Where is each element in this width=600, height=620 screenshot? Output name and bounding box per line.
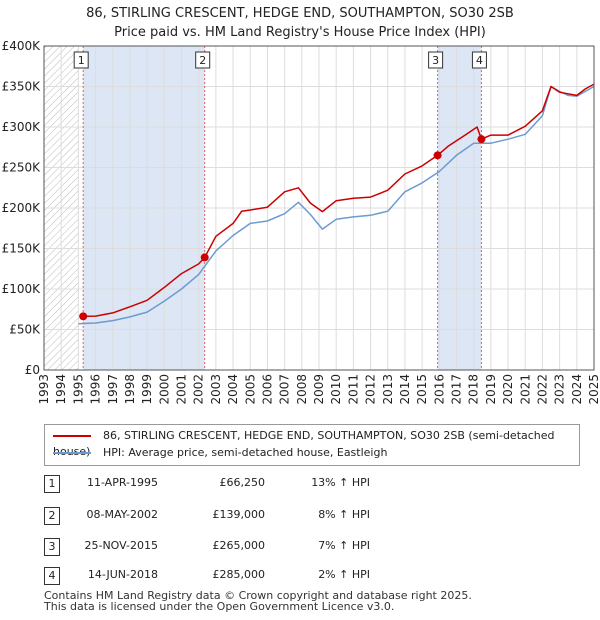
grid-lines — [43, 45, 595, 371]
transaction-label-box — [195, 51, 211, 69]
transaction-hpi-diff: 13% ↑ HPI — [311, 476, 370, 489]
transaction-number-badge: 2 — [44, 507, 60, 525]
x-tick-label: 2019 — [484, 374, 498, 405]
x-tick-label: 2012 — [364, 374, 378, 405]
legend-item-hpi: HPI: Average price, semi-detached house,… — [53, 445, 387, 461]
x-tick-label: 2000 — [157, 374, 171, 405]
transaction-hpi-diff: 7% ↑ HPI — [318, 539, 370, 552]
transaction-hpi-diff: 2% ↑ HPI — [318, 568, 370, 581]
transaction-point — [200, 253, 209, 262]
legend-item-property: 86, STIRLING CRESCENT, HEDGE END, SOUTHA… — [53, 428, 579, 458]
x-tick-label: 2010 — [329, 374, 343, 405]
transaction-hpi-diff: 8% ↑ HPI — [318, 508, 370, 521]
x-tick-label: 2009 — [312, 374, 326, 405]
transaction-date: 08-MAY-2002 — [86, 508, 158, 521]
y-tick-label: £350K — [2, 80, 42, 94]
x-tick-label: 2024 — [570, 374, 584, 405]
x-tick-label: 2021 — [518, 374, 532, 405]
x-tick-label: 2014 — [398, 374, 412, 405]
x-tick-label: 2011 — [346, 374, 360, 405]
transaction-label-number: 1 — [78, 54, 85, 67]
x-tick-label: 2001 — [175, 374, 189, 405]
transaction-number-badge: 1 — [44, 475, 60, 493]
chart-svg: £0 £50K £100K £150K £200K £250K £300K £350K £400… — [2, 39, 600, 405]
x-tick-label: 2002 — [192, 374, 206, 405]
legend-label-property: 86, STIRLING CRESCENT, HEDGE END, SOUTHA… — [53, 429, 555, 458]
x-tick-label: 1997 — [106, 374, 120, 405]
transaction-label-box — [471, 51, 487, 69]
legend: 86, STIRLING CRESCENT, HEDGE END, SOUTHA… — [44, 424, 580, 466]
x-tick-label: 2017 — [450, 374, 464, 405]
x-tick-label: 2013 — [381, 374, 395, 405]
transaction-point — [433, 151, 442, 160]
y-tick-label: £200K — [2, 201, 42, 215]
y-tick-label: £50K — [9, 323, 41, 337]
x-tick-label: 2005 — [243, 374, 257, 405]
x-tick-label: 1996 — [89, 374, 103, 405]
x-tick-label: 2022 — [535, 374, 549, 405]
chart-title-line2: Price paid vs. HM Land Registry's House … — [114, 25, 486, 40]
transaction-price: £265,000 — [212, 539, 266, 552]
transaction-number-badge: 3 — [44, 538, 60, 556]
y-tick-label: £250K — [2, 161, 42, 175]
transaction-price: £66,250 — [219, 476, 266, 489]
x-tick-label: 2018 — [467, 374, 481, 405]
x-tick-label: 1999 — [140, 374, 154, 405]
x-tick-label: 2015 — [415, 374, 429, 405]
transaction-date: 25-NOV-2015 — [84, 539, 158, 552]
x-tick-label: 2020 — [501, 374, 515, 405]
legend-swatch-hpi — [53, 452, 91, 454]
footer-line1: Contains HM Land Registry data © Crown c… — [44, 589, 472, 602]
footer-attribution: Contains HM Land Registry data © Crown c… — [44, 590, 472, 612]
transaction-label-box — [73, 51, 89, 69]
transaction-label-box — [428, 51, 444, 69]
x-tick-label: 2007 — [278, 374, 292, 405]
transaction-price: £139,000 — [212, 508, 266, 521]
x-tick-label: 1994 — [54, 374, 68, 405]
legend-swatch-property — [53, 435, 91, 437]
plot-frame — [43, 45, 595, 371]
x-tick-label: 2016 — [432, 374, 446, 405]
y-tick-label: £150K — [2, 242, 42, 256]
y-tick-label: £300K — [2, 120, 42, 134]
transaction-date: 14-JUN-2018 — [87, 568, 158, 581]
y-tick-label: £100K — [2, 282, 42, 296]
chart-title-line1: 86, STIRLING CRESCENT, HEDGE END, SOUTHA… — [86, 6, 514, 21]
transaction-label-number: 4 — [476, 54, 483, 67]
y-tick-label: £400K — [2, 39, 42, 53]
x-tick-label: 2023 — [553, 374, 567, 405]
hpi-series-line — [78, 85, 595, 325]
x-tick-label: 1993 — [37, 374, 51, 405]
x-tick-label: 1995 — [71, 374, 85, 405]
x-tick-label: 2006 — [260, 374, 274, 405]
transaction-markers: 1 2 3 4 — [73, 51, 487, 321]
chart-title: 86, STIRLING CRESCENT, HEDGE END, SOUTHA… — [0, 4, 600, 42]
transaction-price: £285,000 — [212, 568, 266, 581]
legend-label-hpi: HPI: Average price, semi-detached house,… — [103, 446, 388, 459]
transaction-number-badge: 4 — [44, 567, 60, 585]
transaction-point — [79, 312, 88, 321]
x-tick-label: 2004 — [226, 374, 240, 405]
property-series-line — [83, 83, 595, 318]
x-tick-label: 2008 — [295, 374, 309, 405]
series-lines — [78, 83, 595, 325]
x-tick-label: 2003 — [209, 374, 223, 405]
transaction-label-number: 2 — [199, 54, 206, 67]
axes: £0 £50K £100K £150K £200K £250K £300K £350K £400… — [2, 39, 600, 405]
transaction-point — [477, 135, 486, 144]
footer-line2: This data is licensed under the Open Gov… — [44, 600, 395, 613]
transaction-date: 11-APR-1995 — [86, 476, 158, 489]
y-tick-label: £0 — [25, 363, 40, 377]
x-tick-label: 2025 — [587, 374, 600, 405]
x-tick-label: 1998 — [123, 374, 137, 405]
transaction-label-number: 3 — [432, 54, 439, 67]
